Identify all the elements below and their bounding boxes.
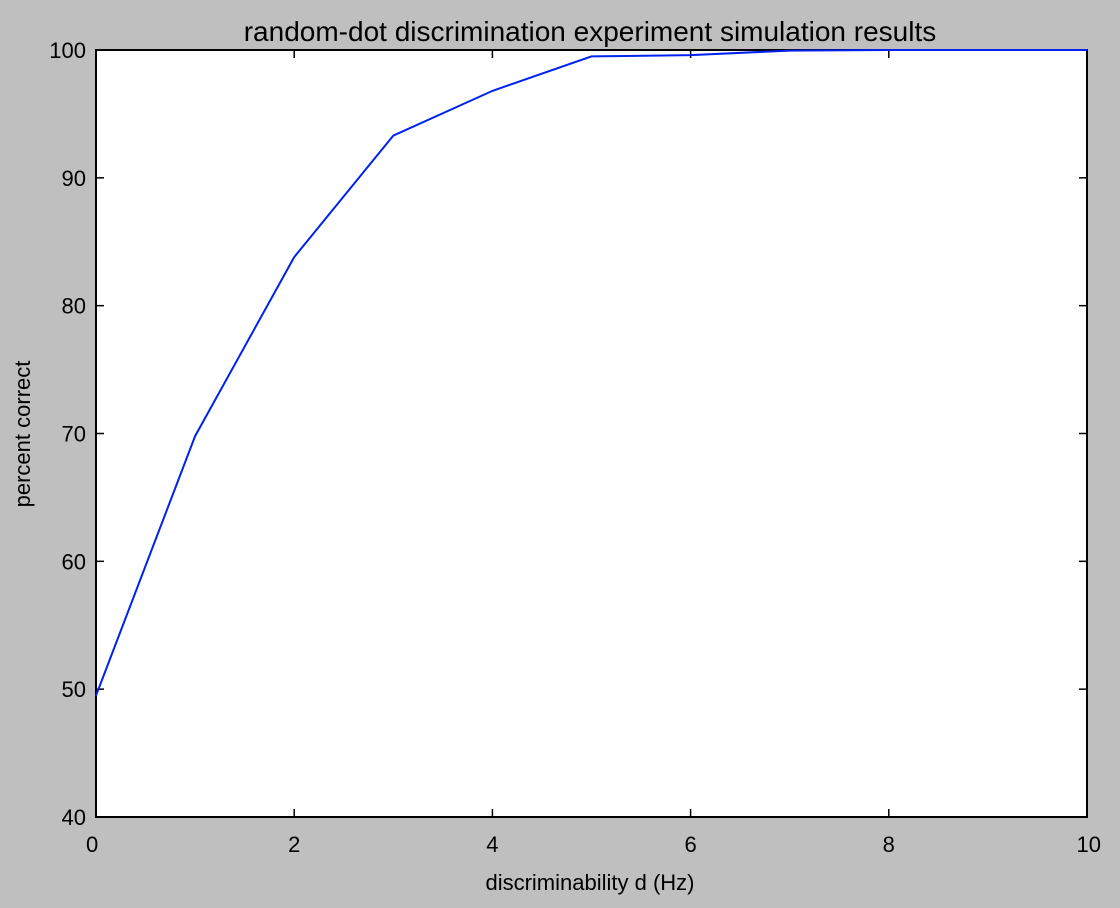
y-tick-label: 80: [62, 294, 86, 319]
x-axis-label: discriminability d (Hz): [485, 870, 694, 895]
y-tick-label: 70: [62, 422, 86, 447]
x-tick-label: 0: [86, 832, 98, 857]
y-tick-label: 40: [62, 805, 86, 830]
x-tick-label: 10: [1077, 832, 1101, 857]
tick-labels: 0 2 4 6 8 10 40 50 60 70 80 90 100: [49, 38, 1101, 857]
chart-title: random-dot discrimination experiment sim…: [244, 16, 937, 47]
y-tick-label: 90: [62, 166, 86, 191]
y-axis-label: percent correct: [10, 361, 35, 508]
x-tick-label: 6: [684, 832, 696, 857]
y-tick-label: 50: [62, 677, 86, 702]
y-tick-label: 100: [49, 38, 86, 63]
y-tick-label: 60: [62, 549, 86, 574]
x-tick-label: 4: [486, 832, 498, 857]
x-tick-label: 2: [288, 832, 300, 857]
plot-area: [95, 49, 1088, 818]
x-tick-label: 8: [883, 832, 895, 857]
series-layer: [95, 49, 1087, 696]
axis-ticks: [95, 49, 1088, 818]
series-line: [95, 49, 1087, 696]
